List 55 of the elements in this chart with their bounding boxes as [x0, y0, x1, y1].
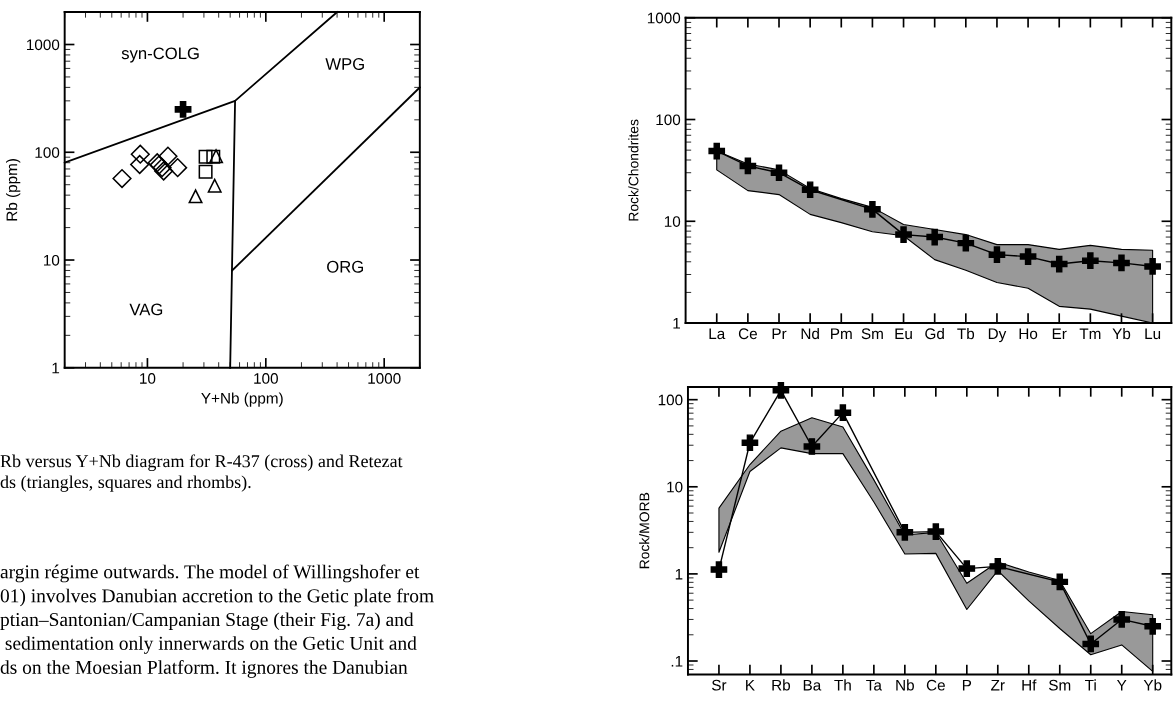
y-tick-label: 1000 [27, 39, 60, 51]
x-tick-label: K [746, 679, 755, 691]
x-tick-label: Y [1116, 679, 1127, 691]
x-tick-label: Ho [1019, 328, 1038, 340]
x-tick-label: Rb [772, 679, 791, 691]
annotation: syn-COLG [121, 47, 199, 63]
x-tick-label: Tb [957, 327, 975, 340]
y-tick-label: 1 [52, 362, 60, 374]
y-tick-label: 10 [667, 481, 683, 493]
y-axis-title: Rb (ppm) [6, 159, 21, 221]
x-tick-label: Th [834, 679, 851, 691]
x-tick-label: Ba [803, 679, 822, 691]
x-tick-label: Zr [991, 679, 1005, 691]
x-tick-label: Nb [896, 679, 914, 691]
x-tick-label: Tm [1079, 328, 1101, 339]
text: argin régime outwards. The model of Willingshofer et 01) involves Danubian accretion to the Getic plate from ptian–Santonian/Campanian Stage (their Fig. 7a) and sedimentation only innerwards on the Getic Unit and ds on the Moesian Platform. It ignores the Danubian [0, 564, 434, 678]
x-axis-title: Y+Nb (ppm) [201, 392, 283, 407]
y-tick-label: 10 [664, 216, 681, 227]
y-tick-label: 1 [675, 568, 683, 580]
x-tick-label: Er [1052, 328, 1067, 339]
annotation: ORG [327, 260, 363, 273]
x-tick-label: Pr [772, 328, 787, 339]
x-tick-label: Eu [895, 328, 912, 340]
y-tick-label: 1000 [647, 12, 681, 24]
x-tick-label: Nd [801, 327, 819, 340]
y-tick-label: .1 [671, 656, 683, 667]
y-axis-title: Rock/MORB [639, 492, 650, 569]
x-tick-label: Ce [926, 679, 945, 691]
annotation: WPG [325, 58, 364, 70]
x-tick-label: Ce [738, 328, 757, 340]
x-tick-label: Yb [1143, 679, 1162, 691]
x-tick-label: Yb [1112, 327, 1131, 340]
y-tick-label: 100 [658, 394, 683, 406]
x-tick-label: Hf [1022, 679, 1037, 691]
x-tick-label: Ti [1085, 679, 1096, 691]
x-tick-label: Lu [1145, 328, 1161, 340]
y-tick-label: 10 [43, 254, 60, 266]
annotation: VAG [129, 303, 163, 316]
x-tick-label: Sr [712, 679, 727, 691]
x-tick-label: 100 [254, 373, 278, 384]
x-tick-label: Gd [925, 327, 944, 340]
y-tick-label: 1 [673, 318, 680, 329]
y-tick-label: 100 [656, 114, 681, 126]
y-tick-label: 100 [35, 147, 60, 158]
x-tick-label: Ta [866, 679, 882, 691]
text: Rb versus Y+Nb diagram for R-437 (cross) and Retezat ds (triangles, squares and rhombs). [0, 454, 403, 492]
y-axis-title: Rock/Chondrites [628, 119, 639, 221]
x-tick-label: P [962, 679, 972, 691]
x-tick-label: 10 [140, 373, 156, 384]
x-tick-label: 1000 [368, 373, 401, 384]
x-tick-label: La [709, 328, 726, 340]
x-tick-label: Dy [988, 328, 1007, 343]
x-tick-label: Pm [831, 328, 852, 339]
x-tick-label: Sm [861, 328, 883, 340]
x-tick-label: Sm [1048, 679, 1071, 691]
